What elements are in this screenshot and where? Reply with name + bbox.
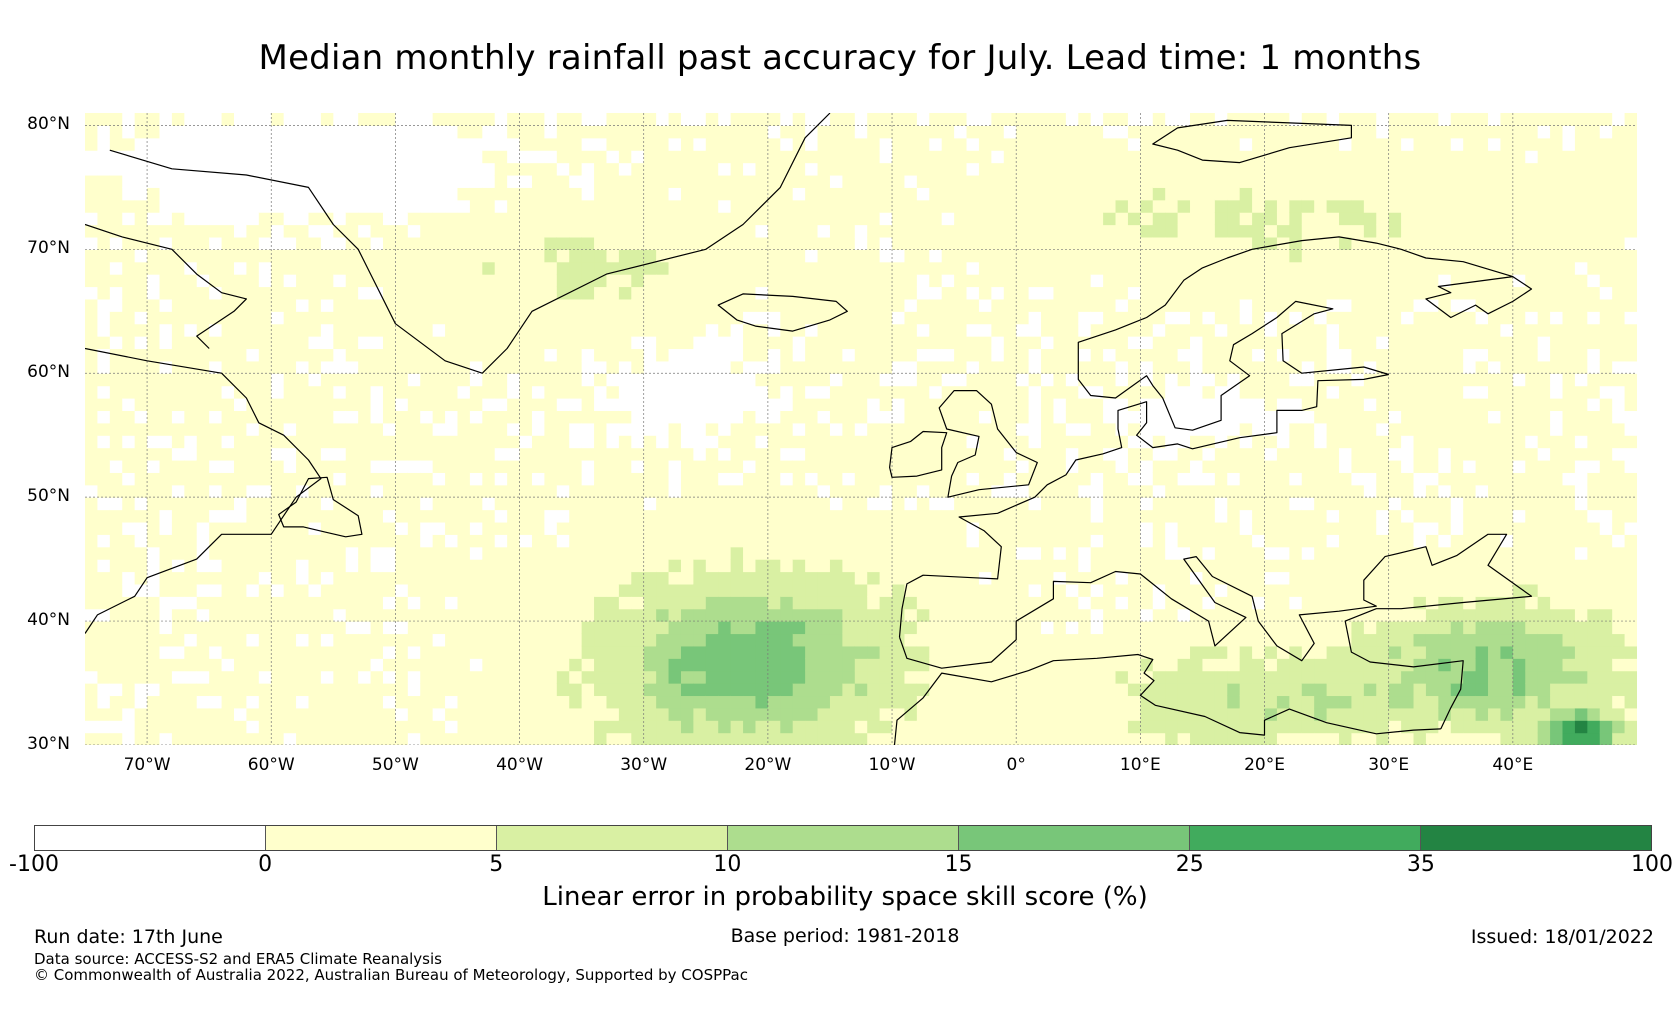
colorbar-label: Linear error in probability space skill … bbox=[542, 882, 1148, 912]
colorbar-tick-label: 10 bbox=[713, 852, 742, 877]
colorbar-tick-label: 0 bbox=[258, 852, 273, 877]
colorbar-segment bbox=[1190, 826, 1421, 850]
lat-tick-label: 80°N bbox=[27, 114, 70, 135]
europe-coast bbox=[898, 533, 1533, 730]
lon-tick-label: 10°W bbox=[868, 755, 916, 775]
colorbar-tick-label: -100 bbox=[9, 852, 59, 877]
labrador-coast bbox=[85, 347, 322, 634]
colorbar-tick-label: 100 bbox=[1631, 852, 1673, 877]
colorbar-tick-label: 35 bbox=[1406, 852, 1435, 877]
colorbar-segment bbox=[35, 826, 266, 850]
colorbar-segment bbox=[497, 826, 728, 850]
base-period: Base period: 1981-2018 bbox=[730, 925, 960, 947]
british-isles-coast bbox=[938, 390, 1038, 498]
colorbar-tick-label: 25 bbox=[1175, 852, 1204, 877]
skill-map bbox=[85, 113, 1637, 745]
lon-tick-label: 70°W bbox=[123, 755, 171, 775]
lon-tick-label: 0° bbox=[1006, 755, 1026, 775]
colorbar-tick-label: 15 bbox=[944, 852, 973, 877]
lon-tick-label: 40°W bbox=[496, 755, 544, 775]
atlantic-europe-coast bbox=[898, 373, 1389, 638]
lon-tick-label: 20°W bbox=[744, 755, 792, 775]
lon-tick-label: 20°E bbox=[1244, 755, 1285, 775]
run-date: Run date: 17th June bbox=[34, 926, 223, 948]
colorbar-segment bbox=[266, 826, 497, 850]
colorbar-segment bbox=[728, 826, 959, 850]
lon-tick-label: 50°W bbox=[371, 755, 419, 775]
lat-tick-label: 30°N bbox=[27, 734, 70, 754]
lon-tick-label: 60°W bbox=[247, 755, 295, 775]
scandinavia-coast bbox=[1077, 236, 1533, 431]
svalbard-coast bbox=[1152, 119, 1352, 164]
data-source: Data source: ACCESS-S2 and ERA5 Climate … bbox=[34, 950, 442, 968]
issued-date: Issued: 18/01/2022 bbox=[1470, 926, 1654, 948]
iceland-coast bbox=[717, 293, 848, 332]
skill-score-grid bbox=[85, 113, 1637, 745]
chart-title: Median monthly rainfall past accuracy fo… bbox=[258, 38, 1422, 78]
lat-tick-label: 40°N bbox=[27, 610, 70, 631]
newfoundland-coast bbox=[278, 476, 363, 538]
lat-tick-label: 50°N bbox=[27, 486, 70, 507]
colorbar-segment bbox=[959, 826, 1190, 850]
lat-tick-label: 70°N bbox=[27, 238, 70, 259]
ireland-coast bbox=[889, 430, 948, 478]
baffin-coast bbox=[85, 223, 247, 349]
north-africa-coast bbox=[893, 653, 1441, 745]
lon-tick-label: 10°E bbox=[1119, 755, 1161, 775]
copyright-notice: © Commonwealth of Australia 2022, Austra… bbox=[34, 966, 748, 984]
map-canvas bbox=[85, 113, 1637, 745]
coastlines bbox=[85, 113, 1533, 745]
colorbar-tick-label: 5 bbox=[489, 852, 504, 877]
lon-tick-label: 30°E bbox=[1368, 755, 1410, 775]
colorbar-segment bbox=[1421, 826, 1651, 850]
colorbar bbox=[34, 825, 1652, 851]
greenland-coast bbox=[109, 113, 831, 374]
lon-tick-label: 30°W bbox=[620, 755, 668, 775]
lon-tick-label: 40°E bbox=[1492, 755, 1534, 775]
lat-tick-label: 60°N bbox=[27, 362, 70, 383]
